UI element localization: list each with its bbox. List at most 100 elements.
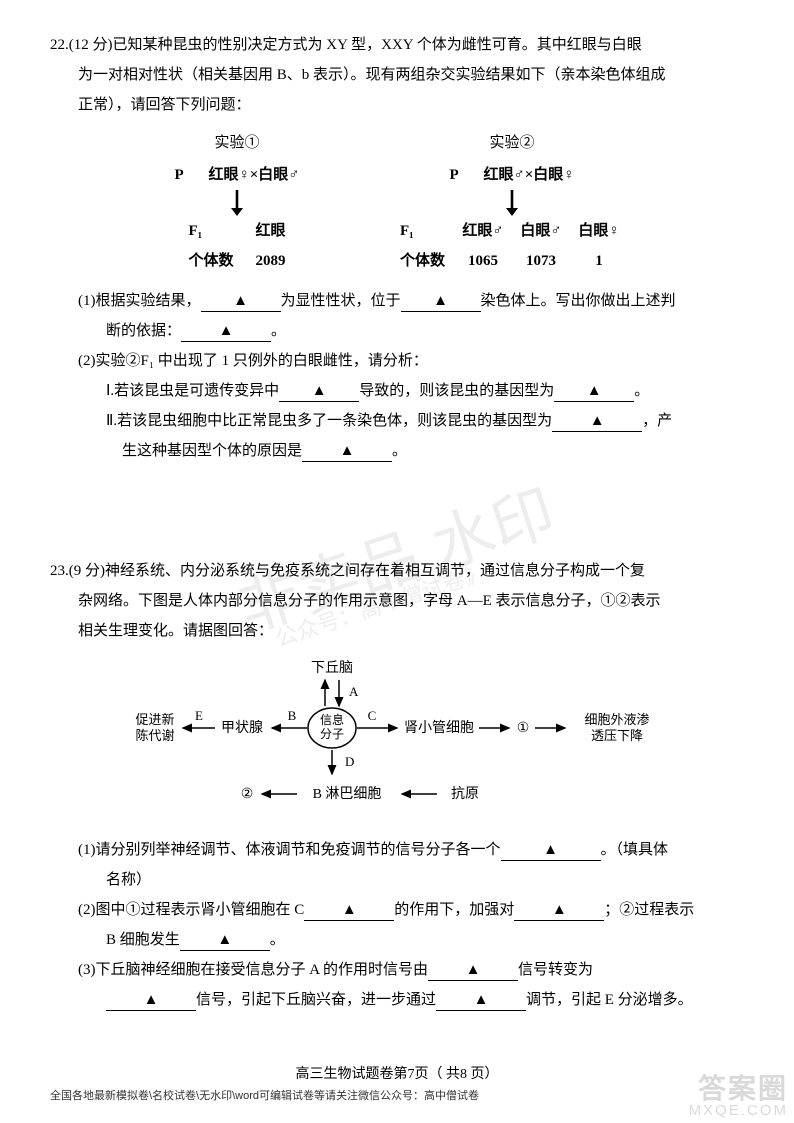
blank: ▲: [106, 991, 196, 1011]
q22-stem-line1: 22.(12 分)已知某种昆虫的性别决定方式为 XY 型，XXY 个体为雌性可育…: [50, 30, 744, 60]
svg-text:①: ①: [517, 721, 530, 736]
arrow-down-icon: [504, 190, 520, 216]
q23-p1-a: (1)请分别列举神经调节、体液调节和免疫调节的信号分子各一个: [78, 842, 501, 858]
svg-text:分子: 分子: [320, 727, 344, 741]
q23-info-diagram: 信息 分子 下丘脑 A 甲状腺 B 促进新 陈代谢 E C 肾小管细胞 ① 细: [117, 658, 677, 819]
exp2-P-label: P: [449, 160, 477, 190]
exp1-P-label: P: [174, 160, 202, 190]
q22-p1-d: 断的依据：: [106, 323, 181, 339]
exp2-cross: 红眼♂×白眼♀: [483, 160, 574, 190]
blank: ▲: [514, 901, 604, 921]
blank: ▲: [302, 442, 392, 462]
q22-p2II-c: 生这种基因型个体的原因是: [122, 443, 302, 459]
exp2-title: 实验②: [367, 128, 657, 158]
info-molecule-svg: 信息 分子 下丘脑 A 甲状腺 B 促进新 陈代谢 E C 肾小管细胞 ① 细: [117, 658, 677, 808]
q23-part2: (2)图中①过程表示肾小管细胞在 C▲的作用下，加强对▲；②过程表示: [78, 895, 744, 925]
svg-text:E: E: [195, 708, 203, 723]
svg-text:信息: 信息: [320, 712, 344, 727]
q23-p2-e: 。: [270, 932, 285, 948]
q23-p3-a: (3)下丘脑神经细胞在接受信息分子 A 的作用时信号由: [78, 962, 428, 978]
arrow-down-icon: [229, 190, 245, 216]
blank: ▲: [428, 961, 518, 981]
q22-part1: (1)根据实验结果，▲为显性性状，位于▲染色体上。写出你做出上述判: [78, 286, 744, 316]
q22-part2-II: Ⅱ.若该昆虫细胞中比正常昆虫多了一条染色体，则该昆虫的基因型为▲，产: [50, 406, 744, 436]
svg-text:D: D: [345, 754, 354, 769]
exp2-n2: 1073: [516, 246, 566, 276]
q23-stem-line1: 23.(9 分)神经系统、内分泌系统与免疫系统之间存在着相互调节，通过信息分子构…: [50, 556, 744, 586]
q22-stem-l3: 正常），请回答下列问题：: [50, 90, 744, 120]
q23-p3-d: 调节，引起 E 分泌增多。: [526, 992, 693, 1008]
exp2-n1: 1065: [458, 246, 508, 276]
q23-part3: (3)下丘脑神经细胞在接受信息分子 A 的作用时信号由▲信号转变为: [78, 955, 744, 985]
q22-part1-cont: 断的依据：▲。: [50, 316, 744, 346]
q22-p2II-b: ，产: [642, 413, 672, 429]
exp2-F1-label: F₁: [400, 216, 450, 246]
q22-p2I-c: 。: [634, 383, 649, 399]
svg-text:②: ②: [241, 787, 254, 802]
q23-p2-d: B 细胞发生: [106, 932, 180, 948]
q22-part2-II-cont: 生这种基因型个体的原因是▲。: [50, 436, 744, 466]
q22-p2I-a: Ⅰ.若该昆虫是可遗传变异中: [106, 383, 279, 399]
exp2-c2: 白眼♂: [516, 216, 566, 246]
q22-stem-l1: 已知某种昆虫的性别决定方式为 XY 型，XXY 个体为雌性可育。其中红眼与白眼: [113, 37, 642, 53]
q23-p1-b: 。（填具体: [601, 842, 669, 858]
exp1-cross: 红眼♀×白眼♂: [208, 160, 299, 190]
q22-p1-c: 染色体上。写出你做出上述判: [481, 293, 676, 309]
page-footer-note: 全国各地最新模拟卷\名校试卷\无水印\word可编辑试卷等请关注微信公众号：高中…: [50, 1085, 479, 1107]
q23-p2-a: (2)图中①过程表示肾小管细胞在 C: [78, 902, 304, 918]
blank: ▲: [552, 412, 642, 432]
q23-points: (9 分): [69, 563, 105, 579]
blank: ▲: [554, 382, 634, 402]
corner-wm-l2: MXQE.COM: [689, 1103, 788, 1119]
exp1-count-val: 2089: [256, 246, 286, 276]
q23-stem-l3: 相关生理变化。请据图回答：: [50, 616, 744, 646]
q23-part2-cont: B 细胞发生▲。: [50, 925, 744, 955]
exp1-title: 实验①: [137, 128, 337, 158]
q22-cross-diagram: 实验① P 红眼♀×白眼♂ F₁ 个体数 红眼 2089: [137, 128, 657, 276]
blank: ▲: [304, 901, 394, 921]
blank: ▲: [501, 841, 601, 861]
svg-text:细胞外液渗: 细胞外液渗: [584, 712, 649, 727]
exp1-F1-val: 红眼: [256, 216, 286, 246]
corner-wm-l1: 答案圈: [689, 1074, 788, 1103]
svg-text:A: A: [349, 684, 359, 699]
q23-stem-l2: 杂网络。下图是人体内部分信息分子的作用示意图，字母 A—E 表示信息分子，①②表…: [50, 586, 744, 616]
q23-p3-b: 信号转变为: [518, 962, 593, 978]
q22-p1-a: (1)根据实验结果，: [78, 293, 201, 309]
q22-p2II-a: Ⅱ.若该昆虫细胞中比正常昆虫多了一条染色体，则该昆虫的基因型为: [106, 413, 552, 429]
blank: ▲: [279, 382, 359, 402]
blank: ▲: [401, 292, 481, 312]
blank: ▲: [181, 322, 271, 342]
exp2-c3: 白眼♀: [574, 216, 624, 246]
exp2-count-label: 个体数: [400, 246, 450, 276]
svg-text:透压下降: 透压下降: [591, 728, 643, 743]
q23-part3-cont: ▲信号，引起下丘脑兴奋，进一步通过▲调节，引起 E 分泌增多。: [50, 985, 744, 1015]
experiment-2: 实验② P 红眼♂×白眼♀ F₁ 个体数 红眼♂ 1065: [367, 128, 657, 276]
exp1-count-label: 个体数: [188, 246, 233, 276]
exp1-F1-label: F₁: [188, 216, 233, 246]
blank: ▲: [436, 991, 526, 1011]
q23-p1-c: 名称）: [50, 865, 744, 895]
corner-watermark: 答案圈 MXQE.COM: [689, 1074, 788, 1119]
q23-p2-c: ；②过程表示: [604, 902, 694, 918]
exp2-c1: 红眼♂: [458, 216, 508, 246]
q22-points: (12 分): [69, 37, 113, 53]
svg-text:抗原: 抗原: [451, 786, 479, 802]
blank: ▲: [201, 292, 281, 312]
q22-part2-I: Ⅰ.若该昆虫是可遗传变异中▲导致的，则该昆虫的基因型为▲。: [50, 376, 744, 406]
q23-part1: (1)请分别列举神经调节、体液调节和免疫调节的信号分子各一个▲。（填具体: [78, 835, 744, 865]
svg-text:B 淋巴细胞: B 淋巴细胞: [313, 786, 382, 802]
q22-p1-b: 为显性性状，位于: [281, 293, 401, 309]
blank: ▲: [180, 931, 270, 951]
question-23: 23.(9 分)神经系统、内分泌系统与免疫系统之间存在着相互调节，通过信息分子构…: [50, 556, 744, 1015]
q22-stem-l2: 为一对相对性状（相关基因用 B、b 表示）。现有两组杂交实验结果如下（亲本染色体…: [50, 60, 744, 90]
q22-number: 22.: [50, 37, 69, 53]
experiment-1: 实验① P 红眼♀×白眼♂ F₁ 个体数 红眼 2089: [137, 128, 337, 276]
q23-p3-c: 信号，引起下丘脑兴奋，进一步通过: [196, 992, 436, 1008]
q22-p2I-b: 导致的，则该昆虫的基因型为: [359, 383, 554, 399]
question-22: 22.(12 分)已知某种昆虫的性别决定方式为 XY 型，XXY 个体为雌性可育…: [50, 30, 744, 466]
exp2-n3: 1: [574, 246, 624, 276]
q23-stem-l1: 神经系统、内分泌系统与免疫系统之间存在着相互调节，通过信息分子构成一个复: [105, 563, 645, 579]
q23-number: 23.: [50, 563, 69, 579]
q22-p1-e: 。: [271, 323, 286, 339]
